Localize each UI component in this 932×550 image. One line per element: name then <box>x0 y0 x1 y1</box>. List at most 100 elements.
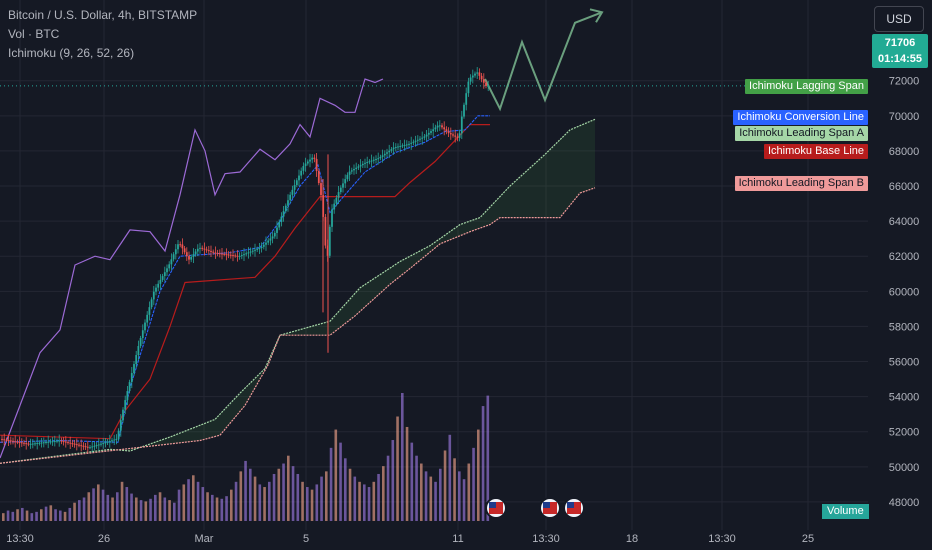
candle-body <box>139 338 142 347</box>
candle-body <box>370 160 373 162</box>
candle-body <box>350 170 353 172</box>
candle-body <box>163 272 166 277</box>
volume-bar <box>220 498 224 521</box>
candle-body <box>117 430 120 439</box>
volume-bar <box>6 510 10 521</box>
volume-legend[interactable]: Vol · BTC <box>8 27 60 41</box>
volume-bar <box>97 484 100 521</box>
ichimoku-cloud <box>0 118 596 464</box>
candle-body <box>339 187 342 193</box>
candle-body <box>218 253 221 255</box>
volume-bar <box>230 489 233 521</box>
candle-body <box>124 400 127 410</box>
candle-body <box>174 249 177 255</box>
volume-bar <box>458 471 461 521</box>
ichimoku-legend[interactable]: Ichimoku (9, 26, 52, 26) <box>8 46 135 60</box>
candle-body <box>168 264 171 269</box>
candle-body <box>150 299 153 308</box>
volume-bar <box>21 507 24 521</box>
candle-body <box>454 135 457 137</box>
candle-body <box>311 157 314 160</box>
currency-button[interactable]: USD <box>874 6 924 32</box>
candle-body <box>47 441 50 443</box>
candle-body <box>328 226 331 256</box>
candle-body <box>458 133 461 138</box>
candle-body <box>348 171 351 175</box>
candle-body <box>320 183 322 196</box>
candle-body <box>394 146 397 148</box>
volume-bar <box>125 487 129 521</box>
candle-body <box>199 247 201 249</box>
candle-body <box>273 232 276 237</box>
candle-body <box>212 251 215 253</box>
candle-body <box>62 441 65 443</box>
candle-body <box>207 250 210 252</box>
volume-bar <box>348 468 352 521</box>
candle-body <box>86 446 89 448</box>
us-flag-canton <box>567 502 574 508</box>
volume-bar <box>358 481 361 521</box>
volume-bar <box>173 502 176 521</box>
volume-bar <box>344 458 347 521</box>
y-tick-label: 54000 <box>889 392 920 404</box>
candle-body <box>460 116 463 134</box>
candle-body <box>324 216 327 246</box>
volume-bar <box>78 500 81 521</box>
candle-body <box>29 443 32 445</box>
candle-body <box>412 141 415 143</box>
volume-bar <box>353 476 357 521</box>
symbol-title[interactable]: Bitcoin / U.S. Dollar, 4h, BITSTAMP <box>8 8 198 22</box>
volume-bar <box>30 513 34 521</box>
volume-bar <box>282 463 285 521</box>
candle-body <box>258 248 261 250</box>
axis-ticks: 48000 50000 52000 54000 56000 58000 60000 62000… <box>6 76 919 545</box>
candle-body <box>291 189 294 195</box>
candle-body <box>36 443 39 445</box>
volume-bar <box>443 450 447 521</box>
volume-bar <box>149 498 152 521</box>
candle-body <box>148 307 151 315</box>
candle-body <box>337 192 340 198</box>
candle-body <box>179 244 182 246</box>
candle-body <box>282 211 285 217</box>
volume-bar <box>11 511 15 521</box>
candle-body <box>410 142 413 144</box>
x-tick-label: 13:30 <box>708 533 736 545</box>
volume-bar <box>215 497 219 521</box>
candle-body <box>383 153 386 156</box>
candle-body <box>93 445 96 447</box>
candle-body <box>40 442 43 444</box>
volume-bar <box>49 505 53 521</box>
candle-body <box>269 238 272 241</box>
volume-bar <box>391 440 395 521</box>
candle-body <box>256 248 259 250</box>
candle-body <box>97 444 100 446</box>
candle-body <box>190 256 193 260</box>
volume-bar <box>253 476 257 521</box>
candle-body <box>317 170 320 184</box>
volume-bar <box>139 500 143 521</box>
volume-bar <box>68 507 72 521</box>
leading-span-b <box>0 187 596 464</box>
candle-body <box>355 167 358 170</box>
candle-body <box>372 159 375 161</box>
volume-bar <box>225 496 228 521</box>
volume-bar <box>25 510 29 521</box>
indicator-label: Ichimoku Lagging Span <box>745 78 868 94</box>
candle-body <box>229 254 232 256</box>
volume-bar <box>244 460 247 521</box>
candle-body <box>397 146 399 148</box>
volume-bar <box>249 468 252 521</box>
volume-bar <box>291 466 295 521</box>
candle-body <box>401 145 404 147</box>
candle-body <box>469 77 472 82</box>
candle-body <box>3 439 6 441</box>
candle-body <box>89 447 91 449</box>
candle-body <box>20 442 23 444</box>
volume-bar <box>272 473 276 521</box>
candle-body <box>441 125 443 128</box>
candle-body <box>130 373 133 383</box>
candle-body <box>146 314 149 323</box>
volume-bar <box>477 429 480 521</box>
